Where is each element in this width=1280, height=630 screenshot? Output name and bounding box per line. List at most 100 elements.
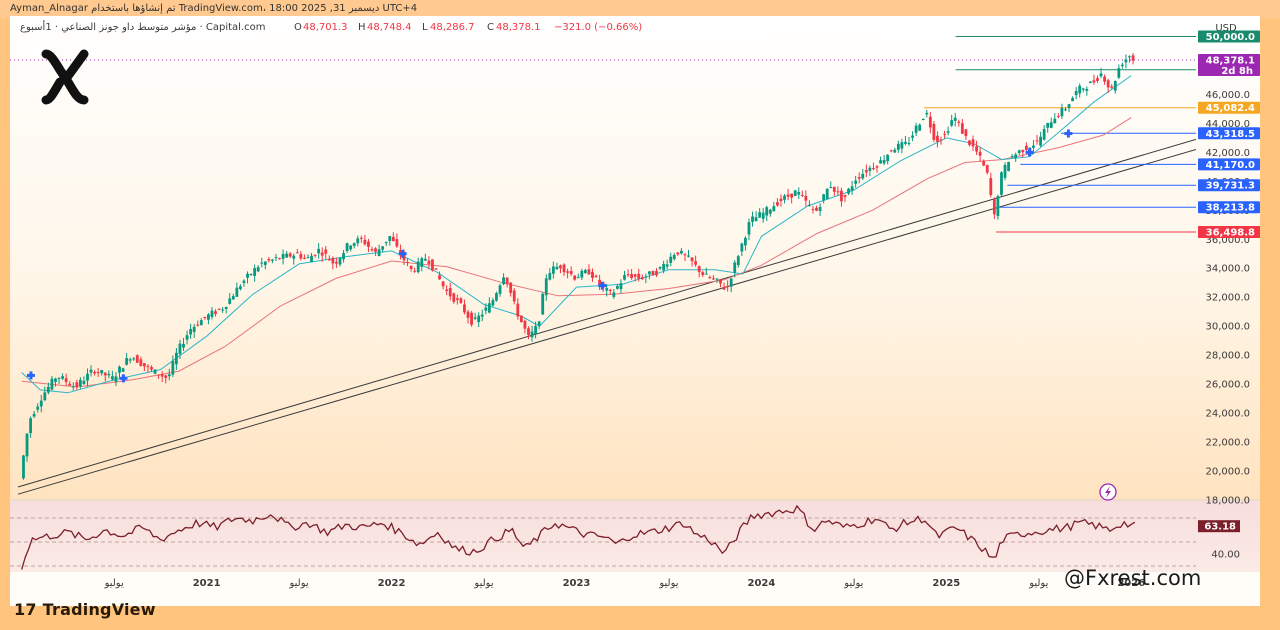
candle (441, 280, 445, 290)
candle (452, 292, 456, 304)
candle (171, 355, 175, 378)
candle (911, 131, 914, 142)
price-tag[interactable]: 39,731.3 (1198, 179, 1260, 192)
chart-canvas[interactable]: مؤشر متوسط داو جونز الصناعي · 1أسبوع · C… (10, 16, 1260, 606)
svg-text:39,731.3: 39,731.3 (1206, 181, 1255, 192)
candle (459, 297, 463, 304)
x-tick-label: 2026 (1117, 578, 1145, 589)
candle (694, 255, 698, 267)
candle (740, 242, 744, 257)
candle (224, 306, 228, 314)
candle (103, 372, 107, 382)
candle (29, 416, 32, 438)
candle (320, 247, 324, 262)
candle (324, 246, 328, 260)
candle (992, 197, 996, 219)
candle (150, 365, 153, 372)
candle (679, 248, 683, 255)
candle (754, 211, 758, 222)
candle (39, 394, 43, 413)
watermark: @Fxrest.com (1064, 566, 1202, 590)
candle (534, 321, 537, 339)
price-tag[interactable]: 45,082.4 (1198, 101, 1260, 115)
candle (484, 303, 488, 315)
price-tag[interactable]: 38,213.8 (1198, 201, 1260, 214)
candle (804, 190, 808, 207)
y-tick-label: 18,000.0 (1205, 496, 1250, 507)
svg-text:45,082.4: 45,082.4 (1206, 103, 1255, 114)
candle (157, 374, 161, 380)
candle (516, 298, 520, 320)
price-tag[interactable]: 43,318.5 (1198, 127, 1260, 140)
candle (210, 306, 214, 320)
candle (1017, 149, 1021, 156)
candle (996, 194, 1000, 220)
candle (1042, 125, 1046, 141)
candle (491, 297, 495, 307)
price-tag[interactable]: 50,000.0 (1198, 30, 1260, 43)
candle (185, 330, 189, 345)
candle (338, 257, 342, 267)
candle (96, 367, 100, 377)
ohlc-open-label: O (294, 22, 302, 33)
candle (836, 186, 840, 196)
chart-frame[interactable]: مؤشر متوسط داو جونز الصناعي · 1أسبوع · C… (10, 16, 1260, 606)
y-tick-label: 44,000.0 (1205, 119, 1250, 130)
candle (1007, 161, 1010, 172)
ohlc-values: O 48,701.3 H 48,748.4 L 48,286.7 C 48,37… (294, 22, 642, 33)
candle (306, 254, 310, 259)
y-tick-label: 24,000.0 (1205, 409, 1250, 420)
candle (779, 194, 783, 207)
candle (196, 320, 200, 327)
rsi-value-tag[interactable]: 63.18 (1198, 520, 1240, 533)
price-tag[interactable]: 41,170.0 (1198, 158, 1260, 171)
candle (1099, 68, 1103, 79)
candle (299, 251, 303, 261)
candle (1071, 96, 1074, 102)
x-tick-label: يوليو (843, 578, 863, 589)
candle (36, 403, 40, 413)
candle (811, 205, 815, 214)
candle (1124, 54, 1128, 69)
candle (598, 274, 602, 290)
ohlc-low-label: L (422, 22, 428, 33)
candle (968, 139, 971, 147)
candle (71, 382, 75, 391)
candle (591, 268, 594, 282)
candle (78, 377, 82, 389)
candle (235, 282, 239, 297)
candle (519, 315, 523, 323)
candle (562, 263, 566, 276)
y-tick-label: 34,000.0 (1205, 264, 1250, 275)
candle (953, 112, 957, 127)
current-price-tag[interactable]: 48,378.12d 8h (1198, 53, 1260, 77)
candle (1081, 87, 1085, 93)
candle (989, 172, 993, 198)
candle (1106, 78, 1110, 93)
candle (463, 299, 466, 315)
x-tick-label: 2022 (378, 578, 406, 589)
candle (943, 130, 946, 139)
trendline-2[interactable] (17, 138, 1196, 488)
svg-text:43,318.5: 43,318.5 (1206, 129, 1255, 140)
cross-marker-icon (1064, 129, 1073, 138)
svg-text:50,000.0: 50,000.0 (1206, 32, 1255, 43)
svg-text:2d 8h: 2d 8h (1221, 66, 1253, 77)
candle (146, 364, 150, 373)
candle (57, 377, 61, 385)
candle (75, 379, 79, 390)
candle (633, 273, 637, 282)
candle (904, 136, 907, 146)
candle (1021, 149, 1025, 158)
candle (747, 218, 751, 241)
candle (808, 200, 811, 207)
alert-icon[interactable] (1099, 483, 1117, 501)
candle (505, 277, 509, 288)
candle (587, 264, 591, 275)
candle (381, 246, 385, 253)
price-tag[interactable]: 36,498.8 (1198, 226, 1260, 239)
candle (786, 188, 790, 201)
trendline-1[interactable] (17, 148, 1196, 495)
symbol-name: مؤشر متوسط داو جونز الصناعي · 1أسبوع · C… (20, 20, 265, 33)
candle (217, 308, 221, 311)
